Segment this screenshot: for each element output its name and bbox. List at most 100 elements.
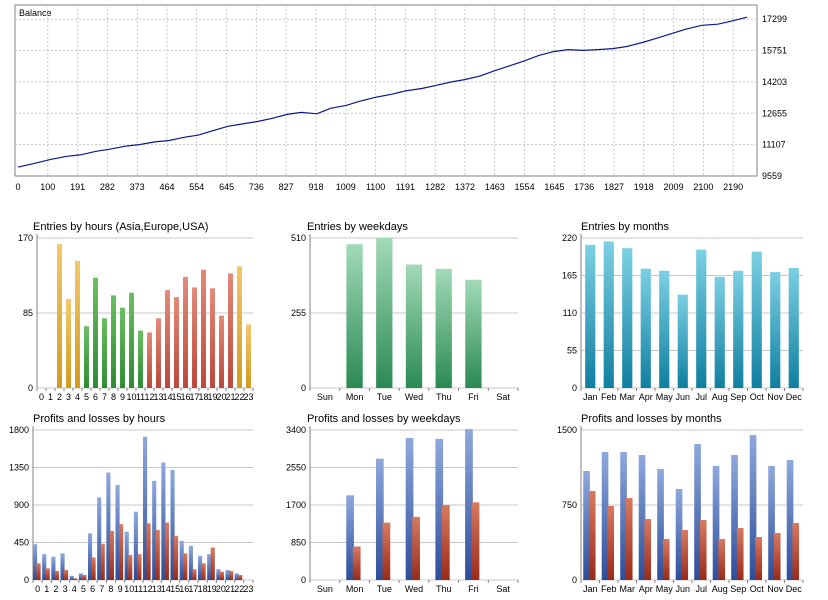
pl_hours-loss-bar [229,570,234,580]
balance-x-tick: 645 [219,182,234,192]
entries_hours-bar [147,332,152,388]
entries_hours-x-label: 16 [180,392,190,402]
balance-line [17,16,748,168]
entries_months-bar [696,249,707,388]
entries_weekdays-y-tick: 255 [291,308,306,318]
pl_hours-y-tick: 1350 [9,463,29,473]
balance-x-tick: 1554 [515,182,535,192]
pl_months-profit-bar [786,460,794,580]
balance-x-tick: 2190 [723,182,743,192]
balance-y-tick: 9559 [762,171,782,181]
pl_hours-x-label: 9 [118,584,123,594]
pl_hours-x-label: 6 [90,584,95,594]
entries-by-hours-title: Entries by hours (Asia,Europe,USA) [33,221,208,233]
entries_weekdays-x-label: Sun [317,392,333,402]
pl_weekdays-loss-bar [471,502,480,580]
pl_hours-loss-bar [219,571,224,580]
balance-x-tick: 2009 [664,182,684,192]
pl_months-x-label: May [656,584,674,594]
entries_months-bar [677,294,688,388]
pl_weekdays-x-label: Mon [346,584,364,594]
entries_hours-bar [129,292,134,388]
pl_hours-loss-bar [128,555,133,580]
pl_months-profit-bar [620,452,627,580]
entries_weekdays-x-label: Tue [377,392,392,402]
pl_hours-loss-bar [183,553,188,580]
pl_months-x-label: Jan [583,584,598,594]
pl_hours-profit-bar [170,470,175,580]
pl_hours-loss-bar [201,563,206,580]
balance-x-tick: 554 [189,182,204,192]
entries_weekdays-bar [435,268,452,388]
pl_months-y-tick: 1500 [557,425,577,435]
entries_hours-x-label: 4 [75,392,80,402]
pl_months-x-label: Feb [601,584,617,594]
pl_hours-x-label: 22 [234,584,244,594]
entries_months-x-label: Oct [750,392,765,402]
pl_hours-loss-bar [64,570,69,580]
entries_months-y-tick: 110 [563,308,577,318]
pl_months-x-label: Nov [767,584,784,594]
pl_months-loss-bar [718,539,726,580]
pl_hours-x-label: 1 [44,584,49,594]
pl_weekdays-y-tick: 0 [301,575,306,585]
pl_weekdays-profit-bar [405,437,414,580]
balance-x-tick: 1100 [366,182,385,192]
entries_months-bar [751,251,762,388]
pl_hours-profit-bar [97,497,102,580]
pl_hours-profit-bar [88,533,93,580]
pl_hours-profit-bar [106,472,111,580]
entries_hours-bar [156,318,161,388]
balance-chart: Balance 0 100 191 282 373 464 554 645 736 827 918 1… [14,4,787,192]
pl_hours-loss-bar [54,570,59,580]
pl_weekdays-x-label: Fri [468,584,479,594]
pl_months-y-tick: 0 [572,575,577,585]
entries_months-bar [622,248,633,388]
pl_months-x-label: Dec [786,584,803,594]
pl_weekdays-x-label: Tue [377,584,392,594]
pl_hours-profit-bar [234,573,239,580]
entries_hours-x-label: 1 [48,392,53,402]
entries_months-bar [585,244,596,388]
entries_hours-x-label: 14 [162,392,172,402]
entries_hours-bar [165,290,170,388]
balance-x-tick: 373 [130,182,145,192]
balance-x-tick: 282 [100,182,115,192]
pl_hours-x-label: 8 [108,584,113,594]
pl_months-profit-bar [657,469,664,580]
pl_hours-x-label: 16 [179,584,189,594]
pl_hours-loss-bar [119,524,124,580]
entries_months-x-label: Nov [767,392,784,402]
pl_hours-x-label: 18 [198,584,208,594]
pl_months-profit-bar [694,444,701,580]
entries_months-bar [603,241,614,388]
entries-by-hours-chart: Entries by hours (Asia,Europe,USA) 08517… [18,221,254,402]
entries_weekdays-x-label: Thu [436,392,452,402]
pl_months-profit-bar [638,455,646,580]
pl_hours-y-tick: 0 [24,575,29,585]
pl_hours-x-label: 15 [170,584,180,594]
entries_hours-x-label: 7 [102,392,107,402]
pl_months-profit-bar [675,489,683,580]
balance-x-tick: 1372 [455,182,475,192]
pl_months-loss-bar [607,506,615,580]
pl_hours-y-tick: 450 [14,538,29,548]
entries_hours-y-tick: 0 [28,383,33,393]
entries_weekdays-bar [346,244,363,388]
entries_hours-bar [237,266,242,388]
pl_hours-x-label: 0 [35,584,40,594]
entries_months-bar [770,272,781,388]
pl_hours-x-label: 3 [63,584,68,594]
balance-x-tick: 1645 [544,182,564,192]
pl_hours-profit-bar [179,540,184,580]
pl_hours-profit-bar [143,436,148,580]
pl_months-profit-bar [583,471,590,580]
pl_hours-loss-bar [100,544,105,580]
pl_hours-loss-bar [146,523,151,580]
entries_hours-x-label: 5 [84,392,89,402]
entries_hours-bar [174,297,179,388]
pl_hours-loss-bar [174,535,179,580]
pl_hours-loss-bar [164,522,169,580]
pl_hours-loss-bar [91,557,96,580]
balance-x-tick: 1463 [485,182,505,192]
